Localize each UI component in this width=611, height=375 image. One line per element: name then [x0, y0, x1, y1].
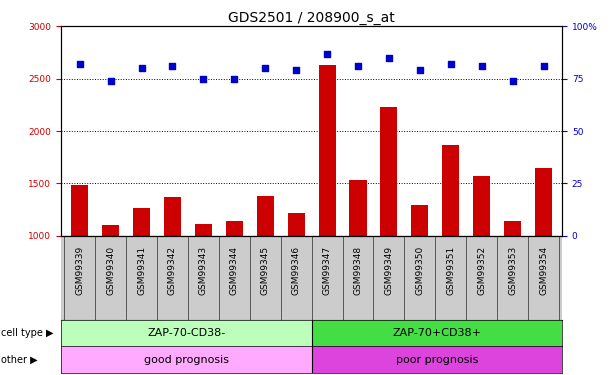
Text: GSM99344: GSM99344 [230, 246, 239, 295]
Bar [442, 145, 459, 341]
Bar [164, 197, 181, 341]
Point [508, 78, 518, 84]
Text: GSM99339: GSM99339 [75, 246, 84, 295]
Text: GSM99350: GSM99350 [415, 246, 425, 295]
Point [446, 61, 456, 67]
Bar [473, 176, 490, 341]
Point [106, 78, 115, 84]
Text: GSM99351: GSM99351 [446, 246, 455, 295]
Point [167, 63, 177, 69]
Text: GSM99343: GSM99343 [199, 246, 208, 295]
Text: GSM99347: GSM99347 [323, 246, 332, 295]
Bar [349, 180, 367, 341]
Point [384, 55, 394, 61]
Bar [312, 320, 562, 346]
Text: good prognosis: good prognosis [144, 355, 229, 365]
Point [322, 51, 332, 57]
Point [477, 63, 486, 69]
Point [75, 61, 84, 67]
Bar [133, 208, 150, 341]
Bar [312, 346, 562, 373]
Point [291, 67, 301, 73]
Text: ZAP-70-CD38-: ZAP-70-CD38- [147, 328, 225, 338]
Bar [381, 107, 397, 341]
Point [137, 65, 147, 71]
Bar [61, 320, 312, 346]
Text: GSM99354: GSM99354 [539, 246, 548, 295]
Point [415, 67, 425, 73]
Point [353, 63, 363, 69]
Text: GSM99342: GSM99342 [168, 246, 177, 295]
Text: GSM99352: GSM99352 [477, 246, 486, 295]
Text: GSM99349: GSM99349 [384, 246, 393, 295]
Bar [226, 221, 243, 341]
Text: GSM99341: GSM99341 [137, 246, 146, 295]
Text: cell type ▶: cell type ▶ [1, 328, 53, 338]
Bar [318, 65, 335, 341]
Text: GSM99340: GSM99340 [106, 246, 115, 295]
Text: GSM99346: GSM99346 [291, 246, 301, 295]
Bar [288, 213, 305, 341]
Bar [61, 346, 312, 373]
Text: ZAP-70+CD38+: ZAP-70+CD38+ [392, 328, 481, 338]
Point [199, 76, 208, 82]
Bar [195, 224, 212, 341]
Point [229, 76, 239, 82]
Bar [411, 205, 428, 341]
Text: other ▶: other ▶ [1, 355, 37, 365]
Bar [535, 168, 552, 341]
Bar [257, 195, 274, 341]
Text: GSM99348: GSM99348 [354, 246, 362, 295]
Bar [71, 184, 88, 341]
Bar [504, 221, 521, 341]
Bar [102, 225, 119, 341]
Point [539, 63, 549, 69]
Text: GSM99345: GSM99345 [261, 246, 269, 295]
Point [260, 65, 270, 71]
Text: poor prognosis: poor prognosis [396, 355, 478, 365]
Title: GDS2501 / 208900_s_at: GDS2501 / 208900_s_at [229, 11, 395, 25]
Text: GSM99353: GSM99353 [508, 246, 517, 295]
